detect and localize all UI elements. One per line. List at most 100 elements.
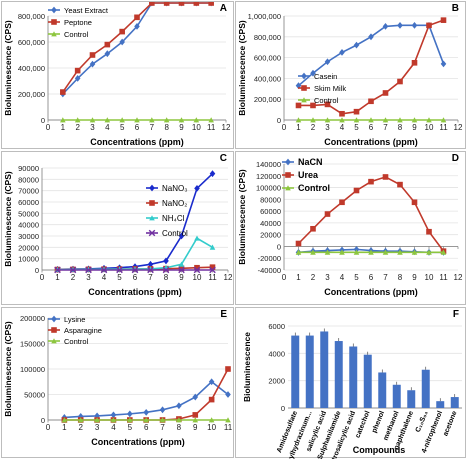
b-data-point	[339, 49, 345, 56]
c-xtick-label: 11	[208, 273, 217, 282]
c-legend-label: NaNO₂	[162, 199, 187, 208]
e-xtick-label: 0	[46, 423, 51, 432]
d-data-point	[426, 228, 432, 235]
panel-label-c: C	[219, 153, 227, 164]
chart-d-svg: -40000 -20000 0 20000 40000 60000 80000 100000 1…	[237, 157, 463, 297]
a-xtick-label: 9	[179, 123, 184, 132]
a-xtick-label: 11	[207, 123, 216, 132]
c-ytick-label: 90000	[18, 164, 39, 173]
d-data-point	[353, 249, 360, 255]
b-data-point	[324, 58, 331, 66]
a-xtick-label: 3	[90, 123, 95, 132]
a-data-point	[149, 117, 155, 123]
c-ytick-label: 10000	[18, 255, 39, 264]
chart-panel-a: 0 200,000 400,000 600,000 800,000 0 1 2 3 4 5 6 7 8 9 1…	[1, 1, 234, 149]
a-xtick-label: 0	[46, 123, 51, 132]
e-ytick-label: 200000	[20, 314, 45, 323]
c-data-point	[163, 257, 169, 265]
d-xtick-label: 11	[439, 273, 448, 282]
d-data-point	[353, 245, 360, 253]
a-x-axis-title: Concentrations (ppm)	[90, 137, 184, 147]
b-data-point	[295, 117, 302, 123]
b-legend-marker	[301, 72, 307, 80]
chart-e-svg: 0 50000 100000 150000 200000 0 1 2 3 4 5 6 7 8 9 10 11 Co…	[3, 314, 233, 447]
chart-panel-f: 0 2000 4000 6000 Amidosulfate phenylhydrazinu…	[235, 307, 466, 459]
a-ytick-label: 600,000	[18, 38, 45, 47]
e-legend-label: Lysine	[64, 315, 85, 324]
f-bar	[450, 397, 459, 408]
c-legend-label: NaNO₃	[162, 184, 187, 193]
a-xtick-label: 2	[75, 123, 80, 132]
chart-panel-e: 0 50000 100000 150000 200000 0 1 2 3 4 5 6 7 8 9 10 11 Co…	[1, 307, 234, 458]
panel-label-a: A	[219, 3, 227, 14]
c-ytick-label: 40000	[18, 221, 39, 230]
f-ytick-label: 0	[281, 404, 285, 413]
f-x-axis-title: Compounds	[353, 445, 406, 455]
d-data-point	[324, 249, 331, 255]
d-ytick-label: 60000	[260, 207, 281, 216]
c-data-point	[178, 265, 185, 272]
e-legend-label: Asparagine	[64, 326, 102, 335]
d-data-point	[411, 249, 418, 255]
a-data-point	[119, 117, 125, 123]
c-data-point	[194, 235, 200, 241]
c-data-point	[209, 264, 216, 270]
a-data-point	[208, 2, 214, 6]
d-legend-label: NaCN	[298, 157, 323, 167]
e-legend-marker	[51, 315, 57, 323]
e-ytick-label: 150000	[20, 340, 45, 349]
d-data-point	[324, 211, 331, 217]
f-category-label: phenol	[371, 410, 386, 434]
d-data-point	[397, 181, 403, 188]
c-ytick-label: 80000	[18, 175, 39, 184]
b-legend-label: Skim Milk	[314, 84, 346, 93]
b-data-point	[368, 98, 374, 105]
a-legend-label: Peptone	[64, 18, 92, 27]
a-legend-marker	[51, 6, 57, 14]
f-bar	[436, 401, 445, 408]
b-data-point	[382, 90, 389, 96]
a-xtick-label: 1	[61, 123, 66, 132]
c-data-point	[162, 266, 170, 274]
d-xtick-label: 7	[383, 273, 388, 282]
d-data-point	[339, 199, 345, 206]
d-xtick-label: 4	[340, 273, 345, 282]
a-xtick-label: 5	[120, 123, 125, 132]
f-bar	[320, 331, 329, 408]
a-legend-label: Control	[64, 30, 89, 39]
d-xtick-label: 12	[454, 273, 463, 282]
chart-panel-b: 0 200,000 400,000 600,000 800,000 1,000,000 0 1…	[235, 1, 466, 149]
a-xtick-label: 7	[150, 123, 155, 132]
f-bar	[291, 335, 300, 408]
f-bar	[392, 384, 401, 408]
d-xtick-label: 8	[398, 273, 403, 282]
c-data-point	[69, 266, 77, 274]
d-y-axis-title: Bioluminescence (CPS)	[237, 169, 247, 265]
c-ytick-label: 60000	[18, 198, 39, 207]
d-xtick-label: 1	[296, 273, 301, 282]
panel-label-b: B	[451, 3, 459, 14]
b-data-point	[310, 102, 316, 109]
e-data-point	[208, 378, 215, 386]
e-xtick-label: 8	[177, 423, 182, 432]
b-x-axis-title: Concentrations (ppm)	[324, 137, 418, 147]
c-ytick-label: 70000	[18, 187, 39, 196]
f-ytick-label: 6000	[268, 322, 285, 331]
a-data-point	[193, 117, 200, 123]
e-data-point	[61, 417, 68, 423]
e-xtick-label: 7	[160, 423, 165, 432]
a-xtick-label: 12	[222, 123, 231, 132]
panel-label-d: D	[451, 153, 459, 164]
a-data-point	[208, 117, 214, 123]
c-data-point	[209, 266, 216, 274]
d-ytick-label: 140000	[256, 160, 281, 169]
e-xtick-label: 4	[111, 423, 116, 432]
b-data-point	[397, 21, 403, 29]
c-y-axis-title: Bioluminescence (CPS)	[3, 171, 13, 267]
c-legend-marker	[149, 184, 155, 192]
b-data-point	[339, 117, 345, 123]
d-data-point	[368, 178, 374, 185]
d-data-point	[382, 174, 389, 180]
b-legend-label: Control	[314, 96, 339, 105]
